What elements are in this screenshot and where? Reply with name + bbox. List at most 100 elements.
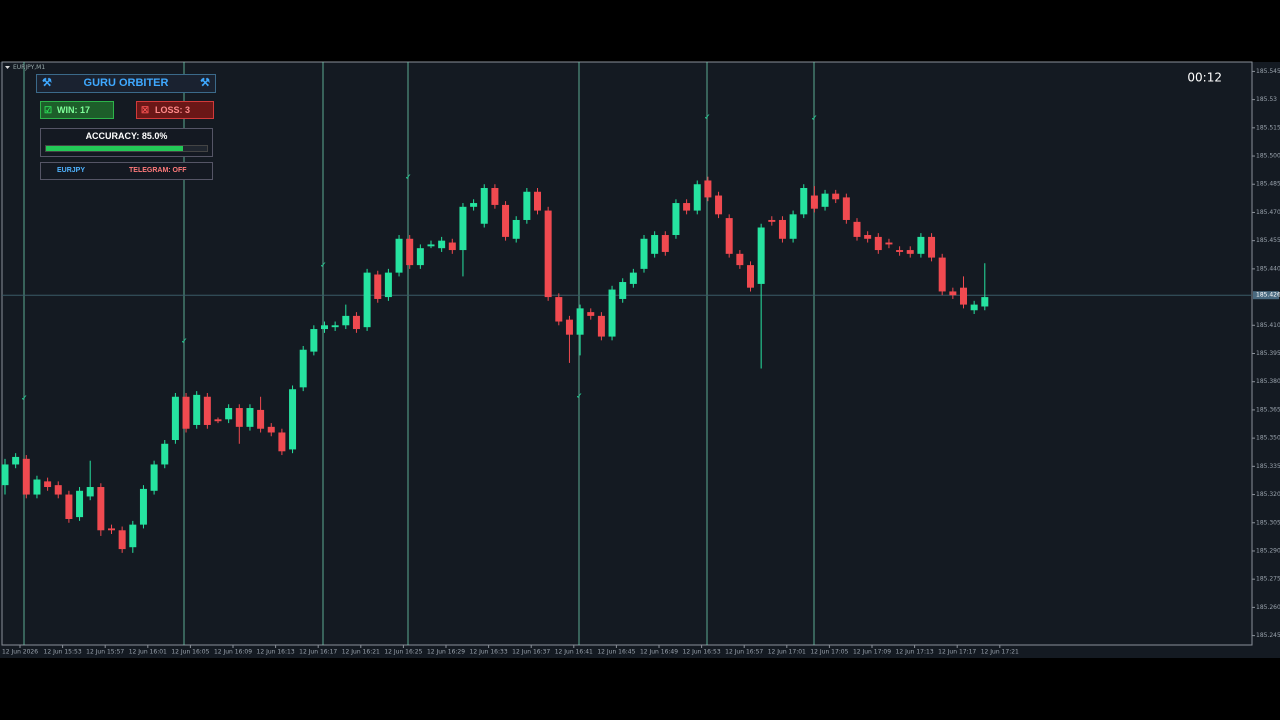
x-tick-label: 12 Jun 16:29 (427, 649, 465, 656)
y-tick-label: 185.245 (1256, 632, 1280, 639)
candle-body (704, 180, 712, 198)
y-tick-label: 185.290 (1256, 547, 1280, 554)
status-row: EURJPY TELEGRAM: OFF (40, 162, 213, 180)
x-tick-label: 12 Jun 16:13 (257, 649, 295, 656)
candle-body (480, 188, 488, 224)
candle-body (512, 219, 520, 239)
y-tick-label: 185.365 (1256, 406, 1280, 413)
candle-body (44, 481, 52, 488)
y-tick-label: 185.410 (1256, 322, 1280, 329)
candle-body (225, 408, 233, 420)
candle-body (406, 238, 414, 266)
current-price-box (1253, 291, 1279, 300)
candle-body (352, 315, 360, 330)
x-tick-label: 12 Jun 16:09 (214, 649, 252, 656)
candle-body (555, 297, 563, 322)
candle-body (331, 325, 339, 328)
y-tick-label: 185.485 (1256, 181, 1280, 188)
candle-body (203, 396, 211, 425)
svg-text:✓: ✓ (576, 392, 583, 401)
candle-body (928, 236, 936, 258)
candle-body (289, 389, 297, 450)
candle-body (587, 312, 595, 316)
x-tick-label: 12 Jun 16:41 (555, 649, 593, 656)
candle-body (534, 191, 541, 211)
candle-body (640, 238, 648, 269)
candle-body (576, 308, 584, 335)
svg-text:✓: ✓ (811, 114, 818, 123)
y-tick-label: 185.350 (1256, 435, 1280, 442)
candle-body (768, 219, 776, 222)
candle-body (651, 235, 659, 254)
y-tick-label: 185.53 (1256, 96, 1277, 103)
loss-count: LOSS: 3 (155, 105, 191, 115)
y-tick-label: 185.320 (1256, 491, 1280, 498)
svg-text:✓: ✓ (21, 394, 28, 403)
x-tick-label: 12 Jun 16:17 (299, 649, 337, 656)
candle-body (842, 197, 850, 220)
x-tick-label: 12 Jun 16:57 (725, 649, 763, 656)
candle-body (374, 274, 382, 299)
x-tick-label: 12 Jun 17:13 (896, 649, 934, 656)
candle-body (171, 396, 179, 441)
x-tick-label: 12 Jun 16:45 (597, 649, 635, 656)
candle-body (821, 193, 829, 207)
candle-body (661, 235, 669, 252)
candle-body (629, 272, 637, 284)
candle-body (257, 409, 265, 429)
y-tick-label: 185.515 (1256, 124, 1280, 131)
x-tick-label: 12 Jun 15:57 (86, 649, 124, 656)
candle-body (76, 490, 84, 518)
candle-body (427, 244, 435, 247)
y-tick-label: 185.470 (1256, 209, 1280, 216)
accuracy-bar (46, 146, 183, 151)
chart-background (0, 62, 1280, 658)
x-tick-label: 12 Jun 16:01 (129, 649, 167, 656)
win-box: ☑ WIN: 17 (40, 101, 114, 119)
candle-body (108, 528, 115, 531)
candle-body (757, 227, 765, 284)
symbol-label: EURJPY,M1 (13, 64, 45, 71)
candle-body (832, 193, 840, 200)
y-tick-label: 185.380 (1256, 378, 1280, 385)
y-tick-label: 185.455 (1256, 237, 1280, 244)
candle-body (981, 297, 989, 307)
x-tick-label: 12 Jun 2026 (2, 649, 38, 656)
current-price-label: 185.426 (1256, 292, 1280, 299)
candle-body (789, 214, 797, 239)
svg-text:✓: ✓ (181, 337, 188, 346)
candle-body (619, 282, 627, 299)
pair: EURJPY (57, 167, 86, 174)
x-tick-label: 12 Jun 16:53 (683, 649, 721, 656)
candle-body (182, 396, 190, 429)
candle-body (949, 291, 957, 296)
x-tick-label: 12 Jun 17:01 (768, 649, 806, 656)
candle-body (33, 479, 41, 495)
candle-body (416, 248, 424, 266)
candle-body (810, 195, 818, 209)
candle-body (246, 408, 254, 427)
candle-body (342, 315, 350, 326)
x-tick-label: 12 Jun 16:05 (171, 649, 209, 656)
accuracy-track (45, 145, 208, 152)
candle-body (86, 487, 94, 497)
accuracy-box: ACCURACY: 85.0% (40, 128, 213, 157)
candle-body (608, 289, 616, 337)
candle-body (960, 287, 967, 305)
candle-body (597, 315, 605, 337)
signal-lines (23, 62, 815, 645)
candle-body (448, 242, 456, 251)
loss-box: ☒ LOSS: 3 (136, 101, 214, 119)
candle-body (459, 206, 467, 251)
candle-body (672, 203, 680, 236)
candle-body (544, 210, 552, 298)
x-tick-label: 12 Jun 16:21 (342, 649, 380, 656)
candle-body (906, 250, 914, 254)
candle-body (161, 443, 169, 465)
svg-text:✓: ✓ (405, 173, 412, 182)
symbol-arrow (5, 66, 10, 69)
candle-body (97, 487, 105, 531)
candle-body (693, 184, 701, 211)
svg-text:✓: ✓ (320, 261, 327, 270)
